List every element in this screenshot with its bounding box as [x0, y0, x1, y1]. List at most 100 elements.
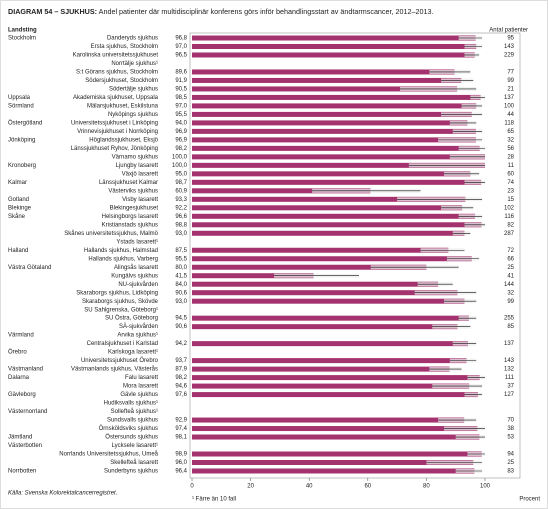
region-label: Norrbotten: [8, 469, 36, 475]
count-label: 77: [507, 70, 514, 76]
region-header: Landsting: [8, 28, 37, 34]
bar: [192, 196, 466, 202]
category-label: Kungälvs sjukhus: [111, 273, 158, 279]
category-label: Skaraborgs sjukhus, Skövde: [82, 299, 159, 305]
bar: [192, 434, 480, 440]
count-label: 23: [507, 188, 514, 194]
category-label: Hudiksvalls sjukhus¹: [104, 401, 158, 407]
category-label: Örnsköldsviks sjukhus: [99, 425, 158, 432]
category-label: Karolinska universitetssjukhuset: [73, 53, 159, 59]
count-label: 83: [507, 469, 514, 475]
bar: [192, 154, 485, 160]
bar: [192, 366, 450, 372]
value-label: 93,3: [175, 197, 187, 203]
bar: [192, 205, 463, 211]
category-label: NU-sjukvården: [118, 281, 158, 288]
count-label: 44: [507, 112, 514, 118]
bar: [192, 213, 476, 219]
bar: [192, 256, 472, 262]
count-label: 127: [504, 392, 515, 398]
region-label: Kalmar: [8, 180, 27, 186]
value-label: 93,0: [175, 231, 187, 237]
value-label: 95,0: [175, 171, 187, 177]
count-label: 74: [507, 180, 514, 186]
value-label: 95,5: [175, 112, 187, 118]
value-label: 96,4: [175, 469, 187, 475]
bar: [192, 417, 465, 423]
region-label: Uppsala: [8, 95, 31, 101]
count-label: 99: [507, 299, 514, 305]
count-label: 28: [507, 154, 514, 160]
category-label: SU Östra, Göteborg: [105, 315, 158, 322]
region-label: Dalarna: [8, 375, 30, 381]
x-tick-label: 80: [423, 484, 430, 490]
count-label: 15: [507, 197, 514, 203]
category-label: SÄ-sjukvården: [119, 323, 158, 330]
count-label: 66: [507, 256, 514, 262]
region-label: Östergötland: [8, 119, 42, 126]
bar: [192, 230, 465, 236]
region-label: Västerbotten: [8, 443, 42, 449]
bar: [192, 298, 465, 304]
category-label: Västerviks sjukhus: [108, 188, 158, 194]
bar: [192, 468, 475, 474]
category-label: Skånes universitetssjukhus, Malmö: [64, 230, 158, 237]
bar: [192, 358, 467, 364]
value-label: 80,0: [175, 265, 187, 271]
value-label: 89,6: [175, 70, 187, 76]
footnote: ¹ Färre än 10 fall: [192, 497, 236, 503]
x-tick-label: 40: [306, 484, 313, 490]
count-label: 82: [507, 222, 514, 228]
category-label: Visby lasarett: [122, 197, 158, 203]
bar: [192, 162, 485, 168]
bar: [192, 273, 314, 279]
bar: [192, 86, 458, 92]
category-label: Södersjukhuset, Stockholm: [85, 78, 158, 84]
category-label: Ljungby lasarett: [116, 163, 159, 169]
region-label: Skåne: [8, 213, 26, 220]
plot-frame: [189, 32, 521, 479]
value-label: 97,4: [175, 426, 187, 432]
bar: [192, 392, 478, 398]
value-label: 98,9: [175, 452, 187, 458]
category-label: Växjö lasarett: [122, 171, 159, 177]
category-label: Länssjukhuset Ryhov, Jönköping: [71, 146, 158, 152]
category-label: Vrinnevisjukhuset i Norrköping: [77, 129, 158, 135]
bar: [192, 35, 476, 41]
category-label: Norrtälje sjukhus¹: [111, 61, 158, 67]
value-label: 98,2: [175, 375, 187, 381]
value-label: 97,0: [175, 44, 187, 50]
x-tick-label: 60: [364, 484, 371, 490]
x-axis-label: Procent: [519, 497, 540, 503]
category-label: Höglandssjukhuset, Eksjö: [89, 137, 158, 143]
value-label: 96,8: [175, 36, 187, 42]
category-label: Sunderbyns sjukhus: [104, 469, 158, 475]
bar: [192, 341, 469, 347]
region-label: Västernorrland: [8, 409, 47, 415]
count-label: 95: [507, 36, 514, 42]
count-label: 11: [508, 163, 515, 169]
value-label: 90,6: [175, 324, 187, 330]
bar: [192, 137, 476, 143]
value-label: 98,2: [175, 146, 187, 152]
category-label: Västmanlands sjukhus, Västerås: [71, 366, 158, 373]
region-label: Stockholm: [8, 36, 36, 42]
value-label: 98,7: [175, 180, 187, 186]
region-label: Västra Götaland: [8, 265, 51, 271]
count-label: 102: [504, 205, 515, 211]
count-label: 53: [507, 435, 514, 441]
count-label: 137: [504, 341, 515, 347]
category-label: Ystads lasarett¹: [116, 239, 158, 245]
value-label: 93,0: [175, 299, 187, 305]
value-label: 100,0: [172, 154, 188, 160]
count-label: 60: [507, 171, 514, 177]
count-label: 65: [507, 129, 514, 135]
count-label: 100: [504, 103, 515, 109]
category-label: Länssjukhuset Kalmar: [99, 180, 158, 186]
region-label: Jämtland: [8, 435, 32, 441]
bar: [192, 290, 458, 296]
bar: [192, 43, 477, 49]
count-label: 32: [507, 137, 514, 143]
